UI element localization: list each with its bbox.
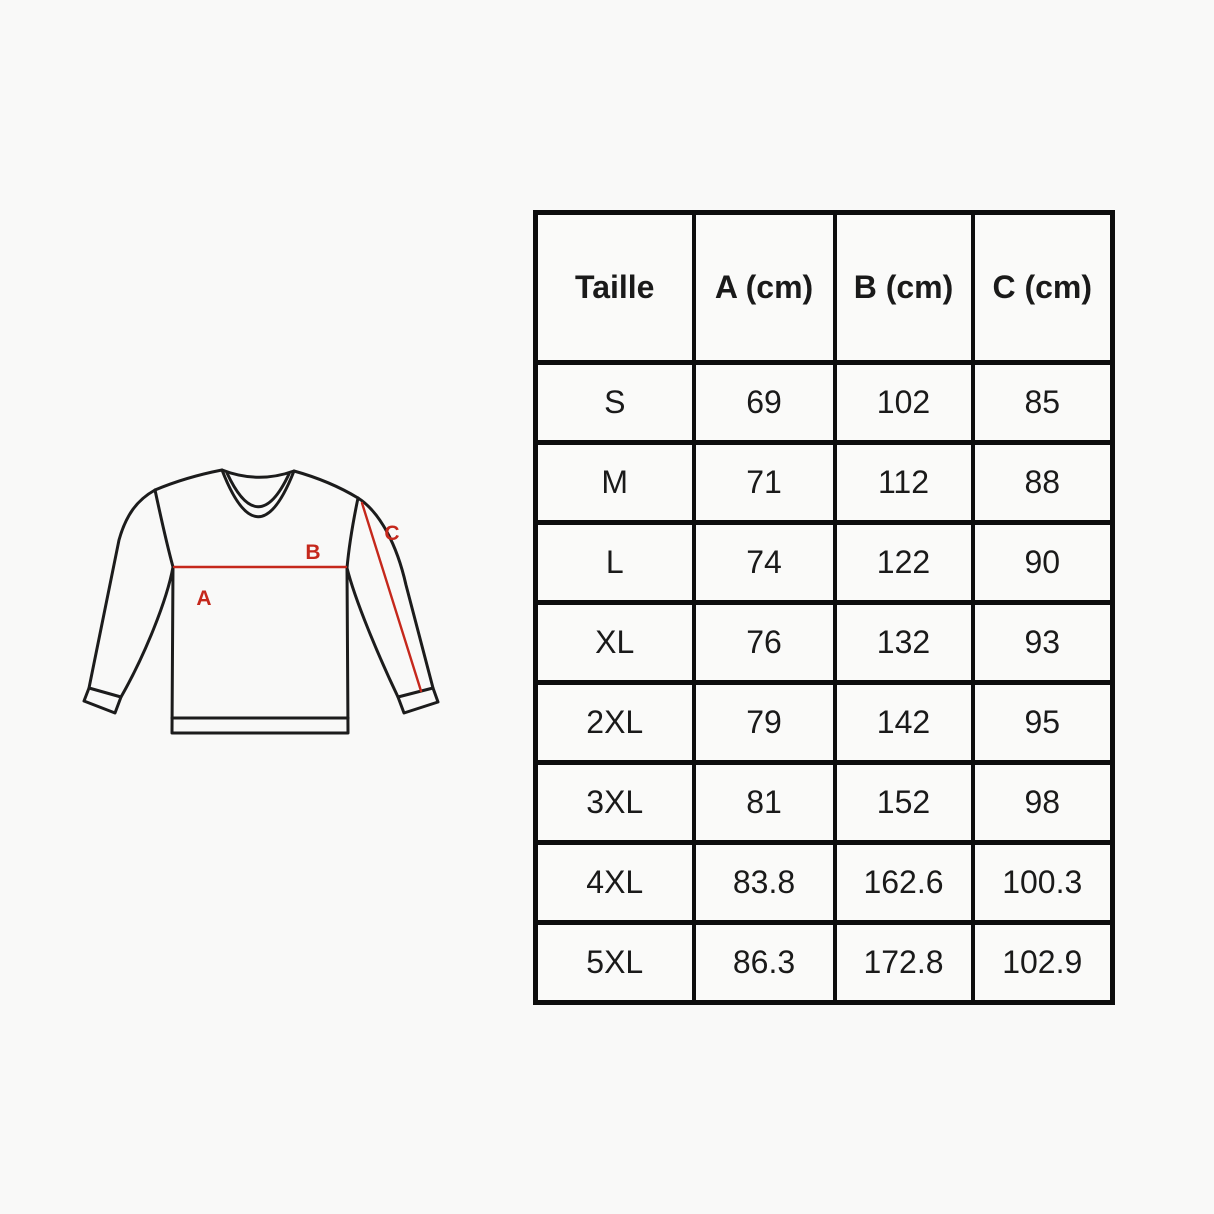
left-sleeve-outer-outline [87, 488, 157, 690]
right-sleeve-inner-outline [345, 566, 400, 699]
right-cuff-outline [396, 686, 440, 715]
size-cell: M [533, 440, 696, 525]
value-cell: 122 [832, 520, 975, 605]
value-cell: 152 [832, 760, 975, 845]
value-cell: 83.8 [691, 840, 837, 925]
value-cell: 74 [691, 520, 837, 605]
table-row-l: L 74 122 90 [533, 520, 1115, 605]
value-cell: 102.9 [970, 920, 1115, 1005]
right-shoulder-outline [292, 469, 360, 500]
right-sleeve-outer-outline [356, 496, 435, 690]
value-cell: 162.6 [832, 840, 975, 925]
value-cell: 86.3 [691, 920, 837, 1005]
measurement-line-c [360, 501, 423, 693]
value-cell: 98 [970, 760, 1115, 845]
value-cell: 71 [691, 440, 837, 525]
size-cell: 5XL [533, 920, 696, 1005]
table-row-2xl: 2XL 79 142 95 [533, 680, 1115, 765]
body-outline [170, 565, 350, 735]
size-cell: S [533, 360, 696, 445]
value-cell: 142 [832, 680, 975, 765]
table-row-3xl: 3XL 81 152 98 [533, 760, 1115, 845]
value-cell: 79 [691, 680, 837, 765]
left-sleeve-inner-outline [119, 565, 175, 699]
value-cell: 90 [970, 520, 1115, 605]
size-table-header-row: Taille A (cm) B (cm) C (cm) [533, 210, 1115, 365]
column-header-a-cm: A (cm) [691, 210, 837, 365]
size-cell: L [533, 520, 696, 605]
left-armhole-seam [153, 488, 175, 569]
column-header-c-cm: C (cm) [970, 210, 1115, 365]
size-cell: 3XL [533, 760, 696, 845]
table-row-5xl: 5XL 86.3 172.8 102.9 [533, 920, 1115, 1005]
left-shoulder-outline [153, 468, 224, 492]
value-cell: 76 [691, 600, 837, 685]
value-cell: 112 [832, 440, 975, 525]
collar-outer-outline [220, 468, 296, 519]
value-cell: 102 [832, 360, 975, 445]
value-cell: 81 [691, 760, 837, 845]
value-cell: 93 [970, 600, 1115, 685]
table-row-4xl: 4XL 83.8 162.6 100.3 [533, 840, 1115, 925]
value-cell: 132 [832, 600, 975, 685]
value-cell: 69 [691, 360, 837, 445]
value-cell: 85 [970, 360, 1115, 445]
size-table: Taille A (cm) B (cm) C (cm) S 69 102 85 … [533, 210, 1115, 1005]
table-row-xl: XL 76 132 93 [533, 600, 1115, 685]
value-cell: 100.3 [970, 840, 1115, 925]
right-armhole-seam [345, 496, 360, 570]
value-cell: 95 [970, 680, 1115, 765]
size-cell: XL [533, 600, 696, 685]
collar-inner-outline [225, 471, 291, 509]
column-header-taille: Taille [533, 210, 696, 365]
collar-back-outline [220, 468, 296, 479]
measurement-label-b: B [305, 541, 320, 564]
measurement-label-a: A [196, 587, 211, 610]
size-cell: 4XL [533, 840, 696, 925]
table-row-m: M 71 112 88 [533, 440, 1115, 525]
size-cell: 2XL [533, 680, 696, 765]
measurement-label-c: C [384, 522, 399, 545]
table-row-s: S 69 102 85 [533, 360, 1115, 445]
left-cuff-outline [82, 686, 123, 715]
value-cell: 172.8 [832, 920, 975, 1005]
column-header-b-cm: B (cm) [832, 210, 975, 365]
value-cell: 88 [970, 440, 1115, 525]
